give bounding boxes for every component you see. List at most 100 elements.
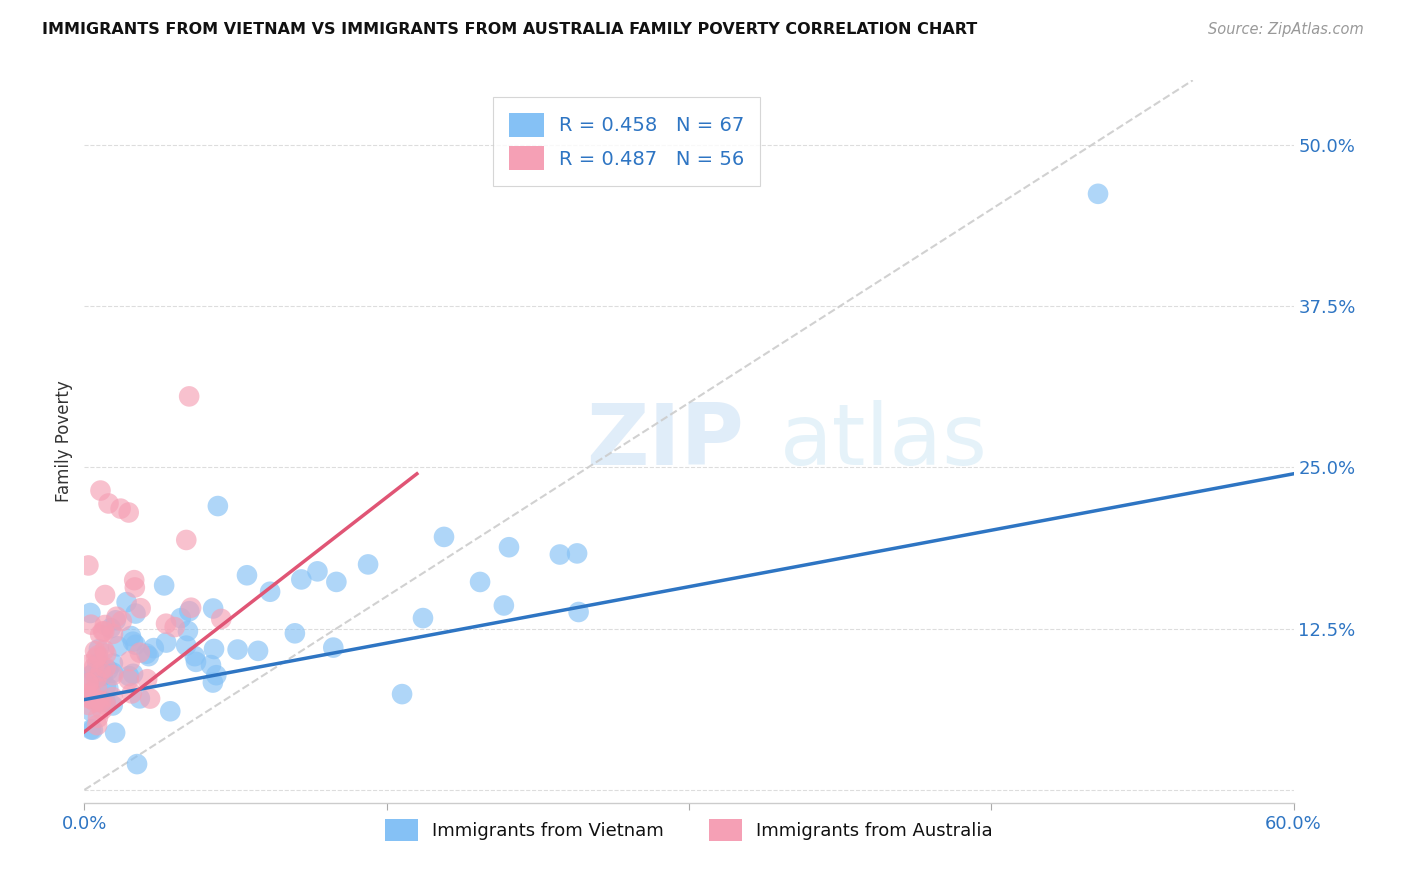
Point bbox=[118, 673, 141, 687]
Point bbox=[91, 703, 114, 717]
Point bbox=[80, 723, 103, 737]
Point bbox=[80, 692, 103, 706]
Point bbox=[86, 672, 108, 686]
Point bbox=[115, 595, 138, 609]
Point bbox=[568, 605, 591, 619]
Point bbox=[86, 681, 108, 695]
Text: atlas: atlas bbox=[780, 400, 987, 483]
Point bbox=[259, 584, 281, 599]
Point bbox=[110, 501, 132, 516]
Point bbox=[155, 616, 177, 631]
Point bbox=[179, 604, 201, 618]
Point bbox=[97, 663, 120, 677]
Point bbox=[89, 627, 111, 641]
Point bbox=[290, 573, 312, 587]
Point bbox=[94, 698, 117, 712]
Point bbox=[184, 649, 207, 664]
Text: Source: ZipAtlas.com: Source: ZipAtlas.com bbox=[1208, 22, 1364, 37]
Point bbox=[205, 668, 228, 682]
Point bbox=[79, 668, 101, 682]
Point bbox=[86, 657, 108, 671]
Point bbox=[94, 680, 117, 694]
Point bbox=[142, 641, 165, 656]
Point bbox=[209, 612, 232, 626]
Point bbox=[77, 687, 100, 701]
Point bbox=[104, 725, 127, 739]
Point bbox=[96, 647, 118, 661]
Point bbox=[86, 718, 108, 732]
Point bbox=[80, 617, 103, 632]
Point bbox=[307, 565, 329, 579]
Point bbox=[79, 606, 101, 620]
Point bbox=[103, 665, 125, 680]
Point bbox=[101, 698, 124, 713]
Point bbox=[138, 649, 160, 664]
Point bbox=[184, 655, 207, 669]
Point bbox=[128, 691, 150, 706]
Point bbox=[90, 665, 112, 679]
Point bbox=[94, 588, 117, 602]
Point bbox=[93, 643, 115, 657]
Point bbox=[118, 669, 141, 683]
Point bbox=[89, 483, 111, 498]
Point bbox=[84, 695, 107, 709]
Point bbox=[79, 685, 101, 699]
Point bbox=[155, 635, 177, 649]
Point bbox=[111, 614, 134, 628]
Point bbox=[118, 654, 141, 668]
Point bbox=[135, 647, 157, 661]
Point bbox=[174, 533, 197, 547]
Point bbox=[94, 661, 117, 675]
Point bbox=[118, 506, 141, 520]
Point bbox=[498, 540, 520, 554]
Point bbox=[325, 574, 347, 589]
Point bbox=[121, 686, 143, 700]
Point bbox=[101, 690, 124, 705]
Point bbox=[468, 574, 491, 589]
Point bbox=[124, 607, 146, 621]
Point bbox=[91, 624, 114, 639]
Point bbox=[207, 499, 229, 513]
Point bbox=[180, 600, 202, 615]
Point bbox=[391, 687, 413, 701]
Point bbox=[82, 723, 104, 737]
Point bbox=[87, 711, 110, 725]
Point bbox=[77, 657, 100, 672]
Point bbox=[94, 695, 117, 709]
Point bbox=[202, 642, 225, 657]
Point bbox=[122, 573, 145, 587]
Point bbox=[124, 581, 146, 595]
Point bbox=[153, 578, 176, 592]
Point bbox=[1087, 186, 1109, 201]
Point bbox=[91, 668, 114, 682]
Point bbox=[174, 639, 197, 653]
Point bbox=[129, 601, 152, 615]
Point bbox=[492, 599, 515, 613]
Point bbox=[139, 691, 162, 706]
Point bbox=[322, 640, 344, 655]
Point bbox=[87, 693, 110, 707]
Point bbox=[107, 640, 129, 654]
Point bbox=[80, 704, 103, 718]
Point bbox=[100, 621, 122, 635]
Point bbox=[101, 657, 124, 671]
Point bbox=[163, 620, 186, 634]
Point bbox=[125, 757, 148, 772]
Point bbox=[87, 648, 110, 663]
Point bbox=[90, 695, 112, 709]
Legend: Immigrants from Vietnam, Immigrants from Australia: Immigrants from Vietnam, Immigrants from… bbox=[378, 812, 1000, 848]
Point bbox=[412, 611, 434, 625]
Point bbox=[87, 642, 110, 657]
Point bbox=[284, 626, 307, 640]
Point bbox=[128, 646, 150, 660]
Point bbox=[77, 558, 100, 573]
Text: ZIP: ZIP bbox=[586, 400, 744, 483]
Point bbox=[79, 691, 101, 706]
Point bbox=[200, 658, 222, 673]
Point bbox=[201, 675, 224, 690]
Point bbox=[105, 609, 128, 624]
Point bbox=[93, 624, 115, 639]
Point bbox=[226, 642, 249, 657]
Point bbox=[433, 530, 456, 544]
Point bbox=[177, 624, 200, 638]
